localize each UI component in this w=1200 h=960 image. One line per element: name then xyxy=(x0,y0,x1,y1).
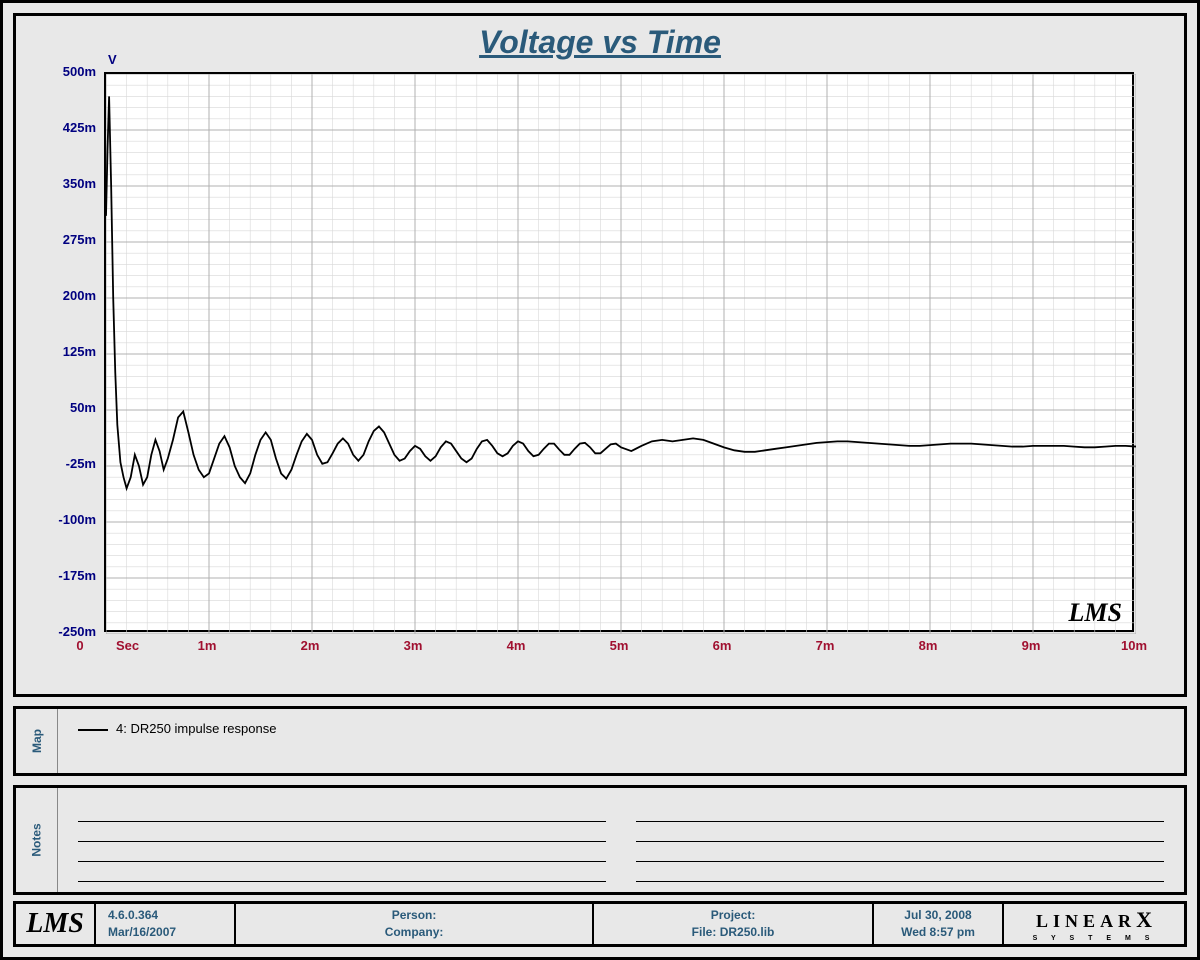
chart-title: Voltage vs Time xyxy=(16,24,1184,61)
x-tick-label: 2m xyxy=(290,638,330,653)
x-tick-label: 1m xyxy=(187,638,227,653)
legend-panel: Map 4: DR250 impulse response xyxy=(13,706,1187,776)
notes-tab-label: Notes xyxy=(30,823,44,856)
page-frame: Voltage vs Time LMS V Sec -250m -175m -100… xyxy=(0,0,1200,960)
note-line xyxy=(78,842,606,862)
x-tick-label: 8m xyxy=(908,638,948,653)
note-line xyxy=(636,842,1164,862)
legend-item-label: 4: DR250 impulse response xyxy=(116,721,276,736)
note-line xyxy=(78,822,606,842)
y-tick-label: 50m xyxy=(46,400,96,415)
x-tick-label: 5m xyxy=(599,638,639,653)
footer-panel: LMS 4.6.0.364 Mar/16/2007 Person: Compan… xyxy=(13,901,1187,947)
footer-version-cell: 4.6.0.364 Mar/16/2007 xyxy=(96,904,236,944)
footer-build-date: Mar/16/2007 xyxy=(108,924,222,941)
footer-date-cell: Jul 30, 2008 Wed 8:57 pm xyxy=(874,904,1004,944)
footer-file: DR250.lib xyxy=(720,925,775,939)
footer-person-label: Person: xyxy=(392,908,437,922)
x-tick-label: 10m xyxy=(1114,638,1154,653)
notes-content xyxy=(58,788,1184,892)
footer-version: 4.6.0.364 xyxy=(108,907,222,924)
y-tick-label: 200m xyxy=(46,288,96,303)
footer-time: Wed 8:57 pm xyxy=(886,924,990,941)
y-tick-label: 125m xyxy=(46,344,96,359)
legend-content: 4: DR250 impulse response xyxy=(58,709,1184,773)
y-tick-label: 350m xyxy=(46,176,96,191)
footer-project-cell: Project: File: DR250.lib xyxy=(594,904,874,944)
footer-file-label: File: xyxy=(692,925,717,939)
x-tick-label: 4m xyxy=(496,638,536,653)
x-tick-label: 3m xyxy=(393,638,433,653)
y-tick-label: -25m xyxy=(46,456,96,471)
note-line xyxy=(636,822,1164,842)
footer-date: Jul 30, 2008 xyxy=(886,907,990,924)
legend-swatch xyxy=(78,729,108,731)
x-tick-label: 9m xyxy=(1011,638,1051,653)
notes-tab: Notes xyxy=(16,788,58,892)
y-tick-label: 275m xyxy=(46,232,96,247)
chart-panel: Voltage vs Time LMS V Sec -250m -175m -100… xyxy=(13,13,1187,697)
y-tick-label: 500m xyxy=(46,64,96,79)
note-line xyxy=(636,802,1164,822)
note-line xyxy=(78,802,606,822)
plot-svg xyxy=(106,74,1136,634)
y-tick-label: -250m xyxy=(46,624,96,639)
notes-column xyxy=(636,802,1164,882)
watermark: LMS xyxy=(1069,598,1122,628)
footer-project-label: Project: xyxy=(711,908,756,922)
note-line xyxy=(78,862,606,882)
legend-tab: Map xyxy=(16,709,58,773)
footer-lms-logo: LMS xyxy=(16,904,96,944)
footer-linearx-logo: LINEARX S Y S T E M S xyxy=(1004,904,1184,944)
plot-area: LMS xyxy=(104,72,1134,632)
y-tick-label: -100m xyxy=(46,512,96,527)
notes-panel: Notes xyxy=(13,785,1187,895)
y-unit-label: V xyxy=(108,52,117,67)
note-line xyxy=(636,862,1164,882)
x-tick-label: 7m xyxy=(805,638,845,653)
footer-company-label: Company: xyxy=(385,925,444,939)
footer-person-cell: Person: Company: xyxy=(236,904,594,944)
y-tick-label: 425m xyxy=(46,120,96,135)
linearx-text: LINEARX xyxy=(1036,905,1152,936)
x-tick-label: 0 xyxy=(70,638,90,653)
x-unit-label: Sec xyxy=(116,638,139,653)
notes-column xyxy=(78,802,606,882)
x-tick-label: 6m xyxy=(702,638,742,653)
y-tick-label: -175m xyxy=(46,568,96,583)
legend-tab-label: Map xyxy=(30,729,44,753)
